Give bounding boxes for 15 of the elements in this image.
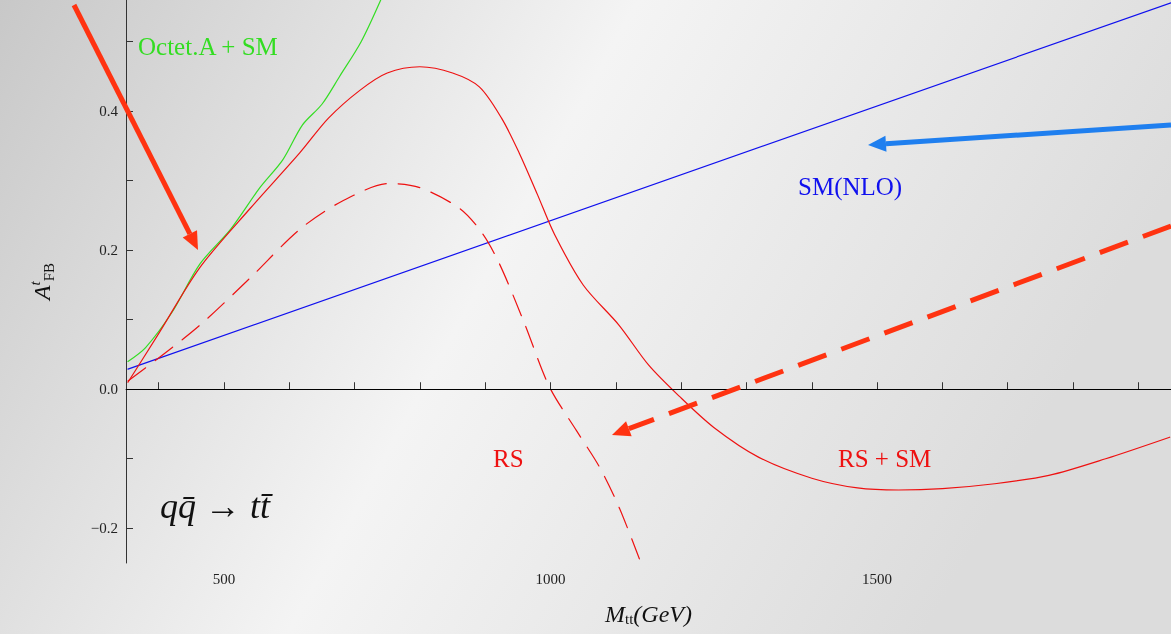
line-series bbox=[127, 0, 382, 363]
x-tick-label: 500 bbox=[212, 570, 236, 587]
series-label: RS + SM bbox=[838, 445, 932, 472]
y-tick-label: 0.0 bbox=[99, 381, 118, 398]
x-axis-title: Mtt(GeV) bbox=[604, 600, 692, 627]
series-label: SM(NLO) bbox=[798, 173, 903, 201]
text: Octet.A + SM bbox=[138, 33, 278, 60]
y-axis-title: AtFB bbox=[26, 262, 57, 303]
annotation: qq̄ → tt̄ bbox=[160, 486, 274, 526]
text: RS bbox=[493, 445, 524, 472]
y-tick-label: 0.2 bbox=[99, 242, 118, 259]
x-tick-label: 1500 bbox=[862, 570, 893, 587]
y-tick-label: 0.4 bbox=[99, 103, 119, 120]
y-tick-label: −0.2 bbox=[90, 520, 118, 537]
x-tick-label: 1000 bbox=[535, 570, 566, 587]
